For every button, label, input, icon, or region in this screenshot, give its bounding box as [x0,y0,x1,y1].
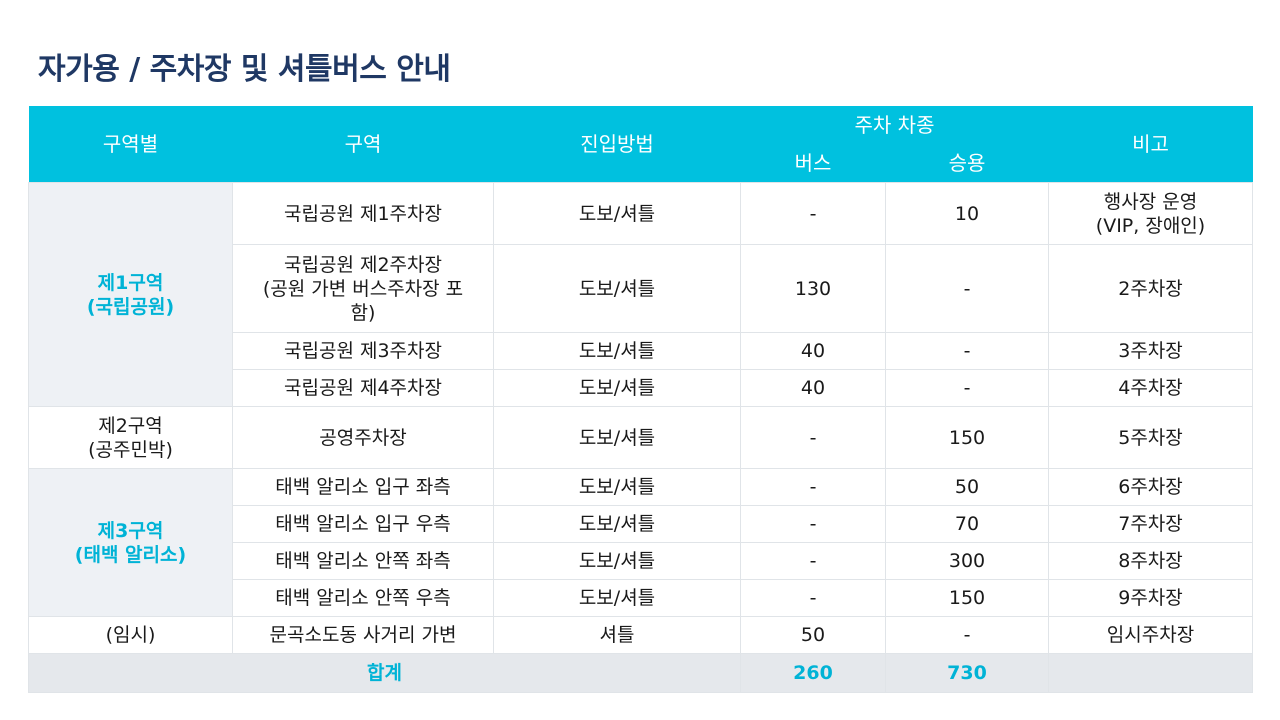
access-cell: 도보/셔틀 [493,542,741,580]
table-row: (임시) 문곡소도동 사거리 가변 셔틀 50 - 임시주차장 [28,616,1253,654]
bus-cell: - [740,182,886,245]
access-cell: 도보/셔틀 [493,406,741,469]
bus-cell: 130 [740,244,886,333]
zone-cell: 공영주차장 [232,406,494,469]
zone-cell: 태백 알리소 안쪽 우측 [232,579,494,617]
note-cell: 3주차장 [1048,332,1253,370]
access-cell: 도보/셔틀 [493,332,741,370]
access-cell: 도보/셔틀 [493,244,741,333]
zone-group-cell: 제3구역 (태백 알리소) [28,468,233,617]
note-cell: 4주차장 [1048,369,1253,407]
zone-group-label: 제1구역 (국립공원) [86,271,175,318]
zone-group-label: 제3구역 (태백 알리소) [74,519,187,566]
car-cell: 300 [885,542,1049,580]
car-cell: 70 [885,505,1049,543]
header-car: 승용 [885,144,1049,183]
bus-cell: - [740,406,886,469]
note-cell: 행사장 운영 (VIP, 장애인) [1048,182,1253,245]
note-cell: 5주차장 [1048,406,1253,469]
access-cell: 도보/셔틀 [493,369,741,407]
table-row: 태백 알리소 입구 우측 도보/셔틀 - 70 7주차장 [29,505,1253,543]
bus-cell: 40 [740,332,886,370]
car-cell: - [885,332,1049,370]
note-cell: 2주차장 [1048,244,1253,333]
note-cell: 8주차장 [1048,542,1253,580]
access-cell: 도보/셔틀 [493,182,741,245]
table-row: 제2구역 (공주민박) 공영주차장 도보/셔틀 - 150 5주차장 [28,406,1253,469]
access-cell: 셔틀 [493,616,741,654]
note-label: 행사장 운영 (VIP, 장애인) [1095,190,1206,237]
zone-cell: 문곡소도동 사거리 가변 [232,616,494,654]
total-car: 730 [885,653,1049,693]
parking-table: 구역별 구역 진입방법 주차 차종 비고 버스 승용 제1구역 (국립공원) 국립… [28,106,1253,693]
total-note [1048,653,1253,693]
bus-cell: 40 [740,369,886,407]
zone-label: 국립공원 제1주차장 [284,202,442,225]
table-row: 국립공원 제2주차장 (공원 가변 버스주차장 포 함) 도보/셔틀 130 - 2… [29,244,1253,333]
table-row: 국립공원 제3주차장 도보/셔틀 40 - 3주차장 [29,332,1253,370]
header-zone-group: 구역별 [28,106,233,183]
table-row: 국립공원 제4주차장 도보/셔틀 40 - 4주차장 [29,369,1253,407]
table-row: 제3구역 (태백 알리소) 태백 알리소 입구 좌측 도보/셔틀 - 50 6주차… [28,468,1253,617]
access-cell: 도보/셔틀 [493,505,741,543]
note-cell: 임시주차장 [1048,616,1253,654]
bus-cell: - [740,542,886,580]
page-title: 자가용 / 주차장 및 셔틀버스 안내 [38,52,451,87]
zone-group-cell: 제2구역 (공주민박) [28,406,233,469]
zone-cell: 국립공원 제1주차장 [232,182,494,245]
zone-label: 국립공원 제2주차장 (공원 가변 버스주차장 포 함) [262,253,464,324]
zone-cell: 태백 알리소 입구 우측 [232,505,494,543]
car-cell: 50 [885,468,1049,506]
header-note: 비고 [1048,106,1253,183]
header-bus: 버스 [740,144,886,183]
table-row: 태백 알리소 안쪽 좌측 도보/셔틀 - 300 8주차장 [29,542,1253,580]
car-cell: - [885,616,1049,654]
access-cell: 도보/셔틀 [493,468,741,506]
car-cell: 150 [885,579,1049,617]
car-cell: - [885,369,1049,407]
zone-cell: 국립공원 제4주차장 [232,369,494,407]
access-cell: 도보/셔틀 [493,579,741,617]
car-cell: 150 [885,406,1049,469]
bus-cell: - [740,579,886,617]
table-row: 제1구역 (국립공원) 국립공원 제1주차장 도보/셔틀 - 10 행사장 운영(… [28,182,1253,407]
zone-cell: 국립공원 제2주차장 (공원 가변 버스주차장 포 함) [232,244,494,333]
zone-group-cell: (임시) [28,616,233,654]
note-cell: 6주차장 [1048,468,1253,506]
zone-group-cell: 제1구역 (국립공원) [28,182,233,407]
header-access: 진입방법 [493,106,741,183]
note-cell: 9주차장 [1048,579,1253,617]
bus-cell: - [740,468,886,506]
total-row: 합계 260 730 [28,653,1253,693]
zone-group-label: 제2구역 (공주민박) [88,414,173,461]
zone-cell: 태백 알리소 안쪽 좌측 [232,542,494,580]
header-zone: 구역 [232,106,494,183]
note-cell: 7주차장 [1048,505,1253,543]
total-bus: 260 [740,653,886,693]
bus-cell: - [740,505,886,543]
car-cell: 10 [885,182,1049,245]
zone-cell: 국립공원 제3주차장 [232,332,494,370]
car-cell: - [885,244,1049,333]
zone-cell: 태백 알리소 입구 좌측 [232,468,494,506]
bus-cell: 50 [740,616,886,654]
total-label: 합계 [28,653,741,693]
header-parking-type: 주차 차종 [740,106,1049,144]
